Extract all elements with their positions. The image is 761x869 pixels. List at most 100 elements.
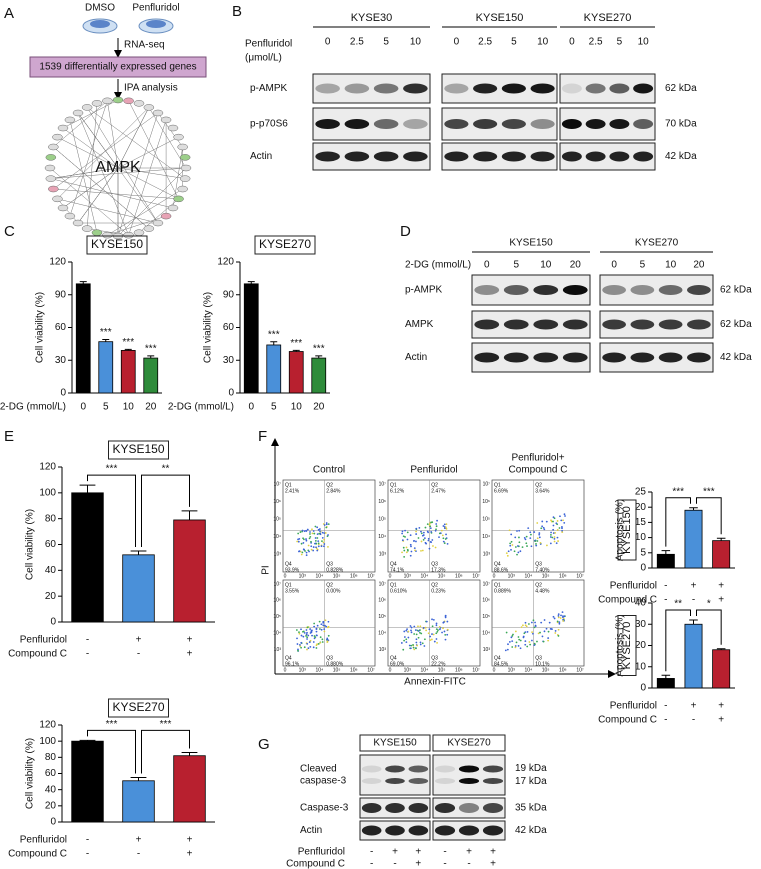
band (361, 825, 382, 836)
y-tick-label: 20 (635, 502, 647, 513)
band (530, 83, 555, 94)
condition-label: Compound C (286, 859, 345, 869)
cell-dot (408, 644, 411, 647)
dose: 0 (569, 37, 575, 48)
row-label: p-AMPK (250, 83, 288, 94)
band (561, 151, 582, 162)
cell-dot (558, 527, 561, 529)
cell-dot (436, 630, 439, 633)
cell-dot (549, 536, 552, 538)
cell-dot (559, 515, 561, 518)
cell-dot (428, 628, 431, 631)
flow-tick: 10⁵ (333, 667, 341, 673)
cell-dot (413, 633, 416, 635)
cell-dot (306, 636, 309, 639)
condition-sign: + (691, 581, 697, 592)
cell-dot (542, 526, 545, 529)
cell-dot (405, 629, 408, 632)
cell-dot (412, 644, 414, 646)
row-label: p-AMPK (405, 285, 443, 296)
flow-tick: 10⁴ (273, 534, 281, 540)
cell-dot (323, 524, 326, 526)
band (473, 119, 498, 129)
rule (107, 215, 167, 236)
dose: 10 (410, 37, 422, 48)
cell-dot (417, 636, 420, 639)
y-tick-label: 90 (223, 289, 235, 300)
cell-dot (514, 546, 517, 548)
bar (266, 344, 282, 394)
cell-dot (540, 621, 543, 624)
cell-dot (310, 545, 313, 548)
cell-dot (511, 640, 514, 643)
cell-dot (324, 619, 327, 622)
network-node (179, 154, 191, 161)
y-tick-label: 0 (50, 817, 56, 828)
quadrant-name: Q2 (326, 482, 333, 488)
cell-dot (444, 633, 447, 636)
rule (86, 107, 186, 179)
network-node (48, 143, 59, 151)
flow-tick: 10⁷ (274, 481, 282, 487)
x-tick-label: 20 (145, 402, 157, 413)
flow-tick: 10³ (483, 552, 491, 558)
cell-dot (524, 621, 527, 624)
cell-dot (550, 531, 552, 534)
cell-dot (519, 647, 522, 650)
condition-sign: - (86, 835, 89, 846)
band (373, 83, 399, 94)
quadrant-value: 0.889% (494, 588, 512, 594)
flow-tick: 10⁴ (378, 534, 386, 540)
band (373, 119, 399, 129)
cell-dot (300, 646, 302, 649)
band (408, 778, 429, 784)
quadrant-name: Q1 (494, 482, 501, 488)
band (403, 83, 428, 94)
cell-dot (321, 638, 324, 641)
band (633, 151, 654, 162)
x-tick-label: 5 (271, 402, 277, 413)
cell-dot (400, 642, 403, 644)
bracket-label: *** (703, 486, 715, 497)
cell-dot (327, 625, 330, 628)
y-tick-label: 20 (45, 800, 57, 811)
cell-dot (323, 545, 325, 548)
flow-tick: 10⁶ (482, 598, 490, 604)
error-bar (102, 339, 110, 342)
band (658, 352, 683, 363)
cell-dot (520, 626, 523, 629)
dose: 0 (325, 37, 331, 48)
y-tick-label: 120 (39, 462, 56, 473)
condition-sign: - (664, 595, 667, 606)
quadrant-name: Q2 (535, 582, 542, 588)
band (373, 151, 399, 162)
condition-sign: - (664, 581, 667, 592)
cell-dot (535, 543, 537, 545)
cell-dot (412, 540, 415, 542)
network-node (152, 219, 164, 227)
dose: 0 (484, 260, 490, 271)
cell-dot (438, 626, 441, 628)
flow-tick: 10⁷ (483, 481, 491, 487)
network-node (143, 225, 155, 232)
cell-dot (563, 521, 566, 524)
cell-dot (305, 629, 308, 631)
cell-dot (309, 628, 312, 630)
band (562, 285, 588, 295)
flow-plot (387, 579, 481, 667)
cell-dot (303, 538, 305, 541)
cell-dot (438, 536, 440, 538)
cell-dot (429, 635, 432, 638)
cell-dot (446, 620, 449, 623)
bracket (87, 729, 136, 774)
cell-dot (323, 538, 326, 541)
row-label: Actin (300, 825, 322, 836)
flow-tick: 10⁴ (482, 631, 490, 637)
quadrant-name: Q1 (285, 582, 292, 588)
cell-dot (445, 533, 447, 536)
cell-dot (312, 530, 315, 532)
band (501, 151, 526, 162)
error-bar (716, 537, 726, 541)
cell-dot (429, 527, 432, 530)
bar (122, 554, 155, 623)
